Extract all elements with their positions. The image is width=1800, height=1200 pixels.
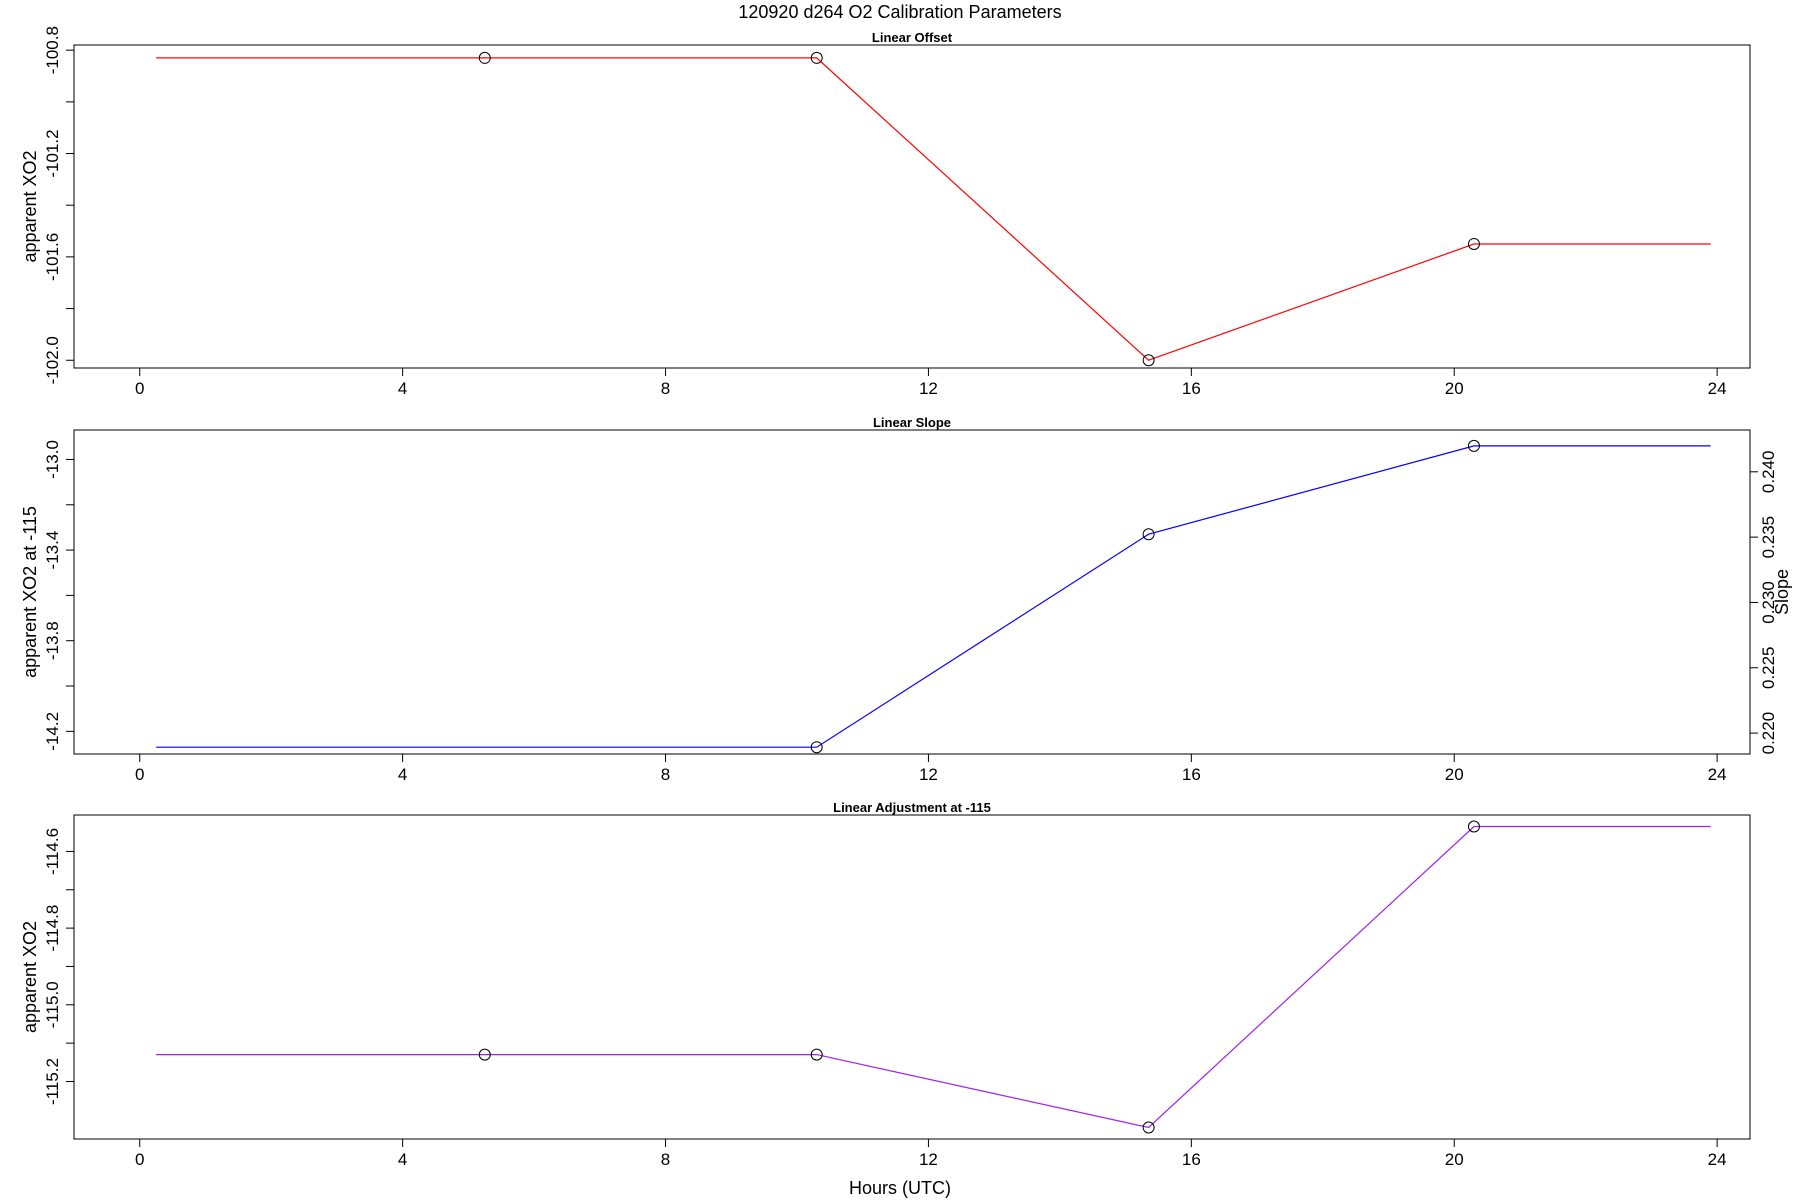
adjustment-data-point — [810, 1048, 823, 1061]
x-tick-label: 16 — [1182, 379, 1201, 398]
y-tick-label: -115.2 — [43, 1058, 62, 1105]
x-tick-label: 8 — [661, 1150, 670, 1169]
adjustment-data-point — [1142, 1121, 1155, 1134]
offset-data-point — [1142, 354, 1155, 367]
x-tick-label: 4 — [398, 765, 407, 784]
chart-panels: Linear Offset 0 4 8 12 16 20 24 -100.8 -101.2 -101… — [20, 26, 1792, 1169]
x-tick-label: 16 — [1182, 1150, 1201, 1169]
y-tick-label: -101.2 — [43, 129, 62, 177]
y-tick-label: -13.4 — [43, 531, 62, 570]
y-tick-label: -100.8 — [43, 26, 62, 74]
panel-title: Linear Adjustment at -115 — [833, 800, 991, 815]
offset-data-point — [810, 51, 823, 64]
y-tick-label: -13.8 — [43, 621, 62, 660]
y-axis-label: apparent XO2 at -115 — [20, 506, 40, 678]
x-tick-label: 12 — [919, 1150, 938, 1169]
x-tick-label: 8 — [661, 765, 670, 784]
right-y-axis-label: Slope — [1772, 569, 1792, 615]
right-y-tick-label: 0.240 — [1759, 451, 1778, 494]
x-tick-label: 24 — [1708, 765, 1727, 784]
y-tick-label: -115.0 — [43, 981, 62, 1028]
right-y-tick-label: 0.220 — [1759, 712, 1778, 755]
y-tick-label: -101.6 — [43, 233, 62, 281]
right-y-tick-label: 0.225 — [1759, 647, 1778, 690]
adjustment-series-line — [156, 825, 1711, 1129]
offset-series-line — [156, 57, 1711, 361]
x-tick-label: 8 — [661, 379, 670, 398]
adjustment-data-point — [478, 1048, 491, 1061]
x-tick-label: 12 — [919, 765, 938, 784]
panel-title: Linear Slope — [873, 415, 951, 430]
plot-frame — [73, 44, 1751, 369]
figure-title: 120920 d264 O2 Calibration Parameters — [738, 2, 1061, 22]
x-tick-label: 24 — [1708, 379, 1727, 398]
y-axis-label: apparent XO2 — [20, 150, 40, 262]
panel-title: Linear Offset — [872, 30, 953, 45]
y-tick-label: -14.2 — [43, 712, 62, 751]
x-tick-label: 24 — [1708, 1150, 1727, 1169]
x-axis-label: Hours (UTC) — [849, 1178, 951, 1198]
offset-data-point — [1467, 237, 1480, 250]
y-tick-label: -13.0 — [43, 440, 62, 479]
x-tick-label: 0 — [135, 765, 144, 784]
plot-frame — [73, 429, 1751, 755]
right-y-tick-label: 0.230 — [1759, 581, 1778, 624]
adjustment-data-point — [1467, 820, 1480, 833]
y-tick-label: -102.0 — [43, 336, 62, 384]
x-tick-label: 4 — [398, 379, 407, 398]
x-tick-label: 0 — [135, 379, 144, 398]
x-tick-label: 4 — [398, 1150, 407, 1169]
y-tick-label: -114.6 — [43, 828, 62, 875]
offset-data-point — [478, 51, 491, 64]
x-tick-label: 16 — [1182, 765, 1201, 784]
x-tick-label: 0 — [135, 1150, 144, 1169]
x-tick-label: 20 — [1445, 1150, 1464, 1169]
panel-adjustment: Linear Adjustment at -115 0 4 8 12 16 20 24 -114… — [20, 800, 1751, 1169]
plot-frame — [73, 814, 1751, 1140]
slope-data-point — [1467, 439, 1480, 452]
right-y-tick-label: 0.235 — [1759, 516, 1778, 559]
x-tick-label: 20 — [1445, 765, 1464, 784]
y-axis-label: apparent XO2 — [20, 921, 40, 1033]
panel-slope: Linear Slope 0 4 8 12 16 20 24 -13.0 -13.4 -13.8 -1… — [20, 415, 1792, 784]
x-tick-label: 12 — [919, 379, 938, 398]
x-tick-label: 20 — [1445, 379, 1464, 398]
y-tick-label: -114.8 — [43, 905, 62, 952]
slope-data-point — [810, 741, 823, 754]
panel-offset: Linear Offset 0 4 8 12 16 20 24 -100.8 -101.2 -101… — [20, 26, 1751, 398]
slope-data-point — [1142, 528, 1155, 541]
slope-series-line — [156, 445, 1711, 748]
